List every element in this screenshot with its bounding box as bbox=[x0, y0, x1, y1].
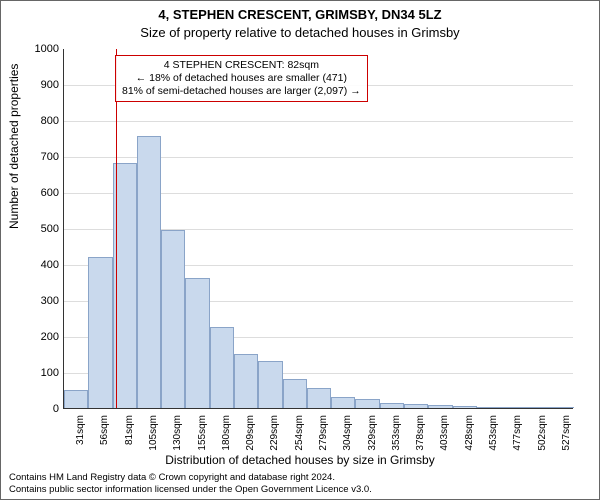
x-tick-label: 279sqm bbox=[318, 415, 329, 455]
y-tick-label: 800 bbox=[31, 115, 59, 127]
x-tick-label: 105sqm bbox=[148, 415, 159, 455]
chart-container: 4, STEPHEN CRESCENT, GRIMSBY, DN34 5LZ S… bbox=[0, 0, 600, 500]
annotation-line-2: ← 18% of detached houses are smaller (47… bbox=[122, 72, 361, 85]
histogram-bar bbox=[161, 230, 185, 408]
chart-title-sub: Size of property relative to detached ho… bbox=[1, 25, 599, 40]
annotation-line-1: 4 STEPHEN CRESCENT: 82sqm bbox=[122, 59, 361, 72]
annotation-line-3: 81% of semi-detached houses are larger (… bbox=[122, 85, 361, 98]
x-tick-label: 453sqm bbox=[488, 415, 499, 455]
y-tick-label: 200 bbox=[31, 331, 59, 343]
y-tick-label: 400 bbox=[31, 259, 59, 271]
x-tick-label: 428sqm bbox=[464, 415, 475, 455]
x-tick-label: 353sqm bbox=[391, 415, 402, 455]
histogram-bar bbox=[210, 327, 234, 408]
histogram-bar bbox=[525, 407, 549, 408]
x-tick-label: 502sqm bbox=[537, 415, 548, 455]
footer-line-2: Contains public sector information licen… bbox=[9, 484, 372, 495]
histogram-bar bbox=[331, 397, 355, 408]
x-tick-label: 130sqm bbox=[172, 415, 183, 455]
chart-title-main: 4, STEPHEN CRESCENT, GRIMSBY, DN34 5LZ bbox=[1, 7, 599, 22]
histogram-bar bbox=[477, 407, 501, 408]
histogram-bar bbox=[380, 403, 404, 408]
x-tick-label: 254sqm bbox=[294, 415, 305, 455]
histogram-bar bbox=[64, 390, 88, 408]
x-tick-label: 81sqm bbox=[124, 415, 135, 455]
histogram-bar bbox=[258, 361, 282, 408]
x-axis-label: Distribution of detached houses by size … bbox=[1, 453, 599, 467]
x-tick-label: 304sqm bbox=[342, 415, 353, 455]
y-tick-label: 300 bbox=[31, 295, 59, 307]
x-tick-label: 31sqm bbox=[75, 415, 86, 455]
x-tick-label: 229sqm bbox=[269, 415, 280, 455]
histogram-bar bbox=[185, 278, 209, 408]
y-tick-label: 500 bbox=[31, 223, 59, 235]
x-tick-label: 56sqm bbox=[99, 415, 110, 455]
histogram-bar bbox=[428, 405, 452, 408]
x-tick-label: 209sqm bbox=[245, 415, 256, 455]
histogram-bar bbox=[501, 407, 525, 408]
x-tick-label: 155sqm bbox=[197, 415, 208, 455]
x-tick-label: 527sqm bbox=[561, 415, 572, 455]
x-tick-label: 378sqm bbox=[415, 415, 426, 455]
y-axis-label: Number of detached properties bbox=[7, 64, 21, 229]
y-tick-label: 100 bbox=[31, 367, 59, 379]
footer-attribution: Contains HM Land Registry data © Crown c… bbox=[9, 472, 372, 495]
histogram-bar bbox=[453, 406, 477, 408]
histogram-bar bbox=[283, 379, 307, 408]
y-tick-label: 0 bbox=[31, 403, 59, 415]
footer-line-1: Contains HM Land Registry data © Crown c… bbox=[9, 472, 372, 483]
y-tick-label: 600 bbox=[31, 187, 59, 199]
histogram-bar bbox=[404, 404, 428, 408]
y-tick-label: 900 bbox=[31, 79, 59, 91]
histogram-bar bbox=[137, 136, 161, 408]
x-tick-label: 180sqm bbox=[221, 415, 232, 455]
histogram-bar bbox=[234, 354, 258, 408]
x-tick-label: 329sqm bbox=[367, 415, 378, 455]
histogram-bar bbox=[307, 388, 331, 408]
histogram-bar bbox=[355, 399, 379, 408]
histogram-bar bbox=[88, 257, 112, 408]
x-tick-label: 403sqm bbox=[439, 415, 450, 455]
marker-line bbox=[116, 49, 117, 408]
y-tick-label: 700 bbox=[31, 151, 59, 163]
x-tick-label: 477sqm bbox=[512, 415, 523, 455]
histogram-bar bbox=[550, 407, 574, 408]
annotation-box: 4 STEPHEN CRESCENT: 82sqm← 18% of detach… bbox=[115, 55, 368, 102]
plot-area bbox=[63, 49, 573, 409]
y-tick-label: 1000 bbox=[31, 43, 59, 55]
gridline-h bbox=[64, 121, 573, 122]
